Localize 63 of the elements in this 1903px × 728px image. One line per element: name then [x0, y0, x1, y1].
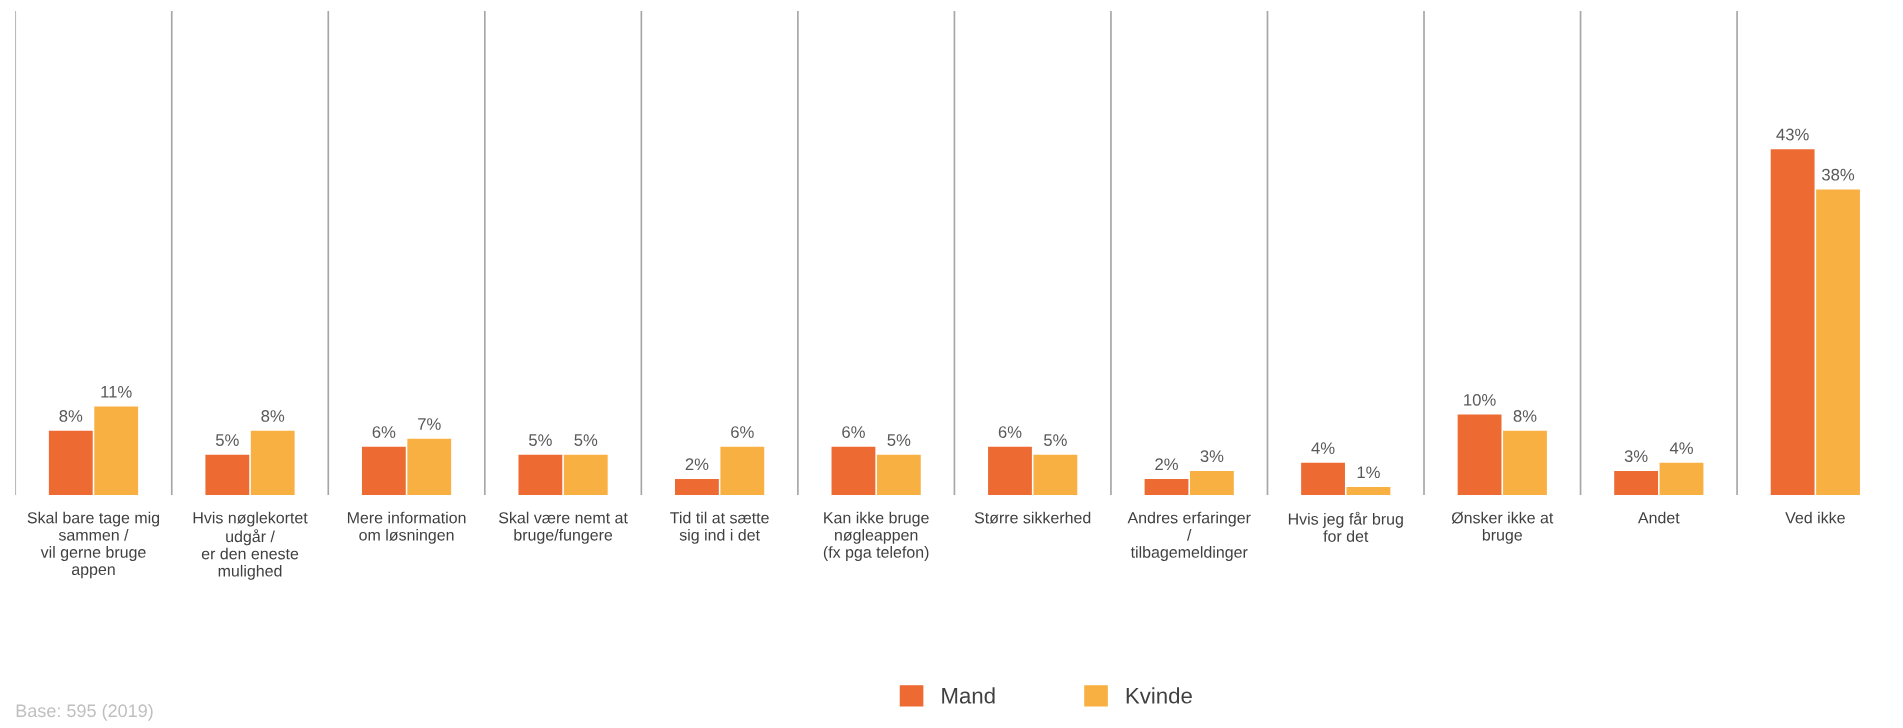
- x-tick-label: Tid til at sætte sig ind i det: [670, 511, 769, 544]
- data-label: 6%: [842, 426, 865, 438]
- data-label: 7%: [418, 418, 441, 430]
- data-label: 3%: [1200, 450, 1224, 463]
- bar: [518, 454, 563, 496]
- x-tick-label: Andres erfaringer / tilbagemeldinger: [1127, 511, 1251, 561]
- data-label: 5%: [1044, 434, 1067, 446]
- bar: [361, 446, 406, 496]
- data-label: 6%: [372, 426, 396, 438]
- bar: [1816, 189, 1860, 496]
- legend-label: Mand: [942, 687, 995, 704]
- bar: [1190, 470, 1234, 496]
- data-label: 4%: [1311, 442, 1335, 454]
- bar: [250, 430, 295, 496]
- data-label: 38%: [1822, 168, 1855, 181]
- bar: [1301, 462, 1345, 496]
- data-label: 4%: [1669, 442, 1693, 454]
- data-label: 2%: [685, 458, 709, 471]
- data-label: 8%: [261, 410, 285, 422]
- x-tick-label: Ønsker ikke at bruge: [1451, 511, 1554, 544]
- x-tick-label: Større sikkerhed: [974, 511, 1091, 524]
- bar: [988, 446, 1032, 496]
- bar: [94, 406, 139, 496]
- data-label: 10%: [1464, 393, 1496, 406]
- x-tick-label: Mere information om løsningen: [347, 511, 466, 544]
- x-tick-label: Andet: [1637, 511, 1680, 524]
- x-tick-label: Kan ikke bruge nøgleappen (fx pga telefon): [823, 511, 929, 561]
- bar: [1457, 414, 1502, 496]
- x-tick-label: Skal bare tage mig sammen / vil gerne bruge appen: [27, 511, 160, 579]
- bar: [563, 454, 608, 496]
- legend-label: Kvinde: [1126, 687, 1192, 704]
- text: Base: 595 (2019): [16, 703, 153, 721]
- data-label: 5%: [574, 434, 598, 446]
- data-label: 5%: [887, 434, 911, 446]
- bar: [1033, 454, 1078, 496]
- bar: [675, 478, 719, 496]
- x-tick-label: Hvis jeg får brug for det: [1288, 511, 1403, 542]
- bar: [876, 454, 921, 496]
- bar: [1659, 462, 1704, 496]
- bar: [1346, 487, 1391, 496]
- bar: [720, 446, 765, 496]
- data-label: 8%: [59, 410, 83, 422]
- bar: [1614, 470, 1659, 496]
- data-label: 1%: [1357, 466, 1380, 479]
- bar: [407, 438, 452, 496]
- data-label: 2%: [1155, 458, 1178, 471]
- data-label: 11%: [101, 386, 132, 398]
- x-tick-label: Hvis nøglekortet udgår / er den eneste mulighed: [193, 511, 308, 580]
- bar: [1770, 149, 1815, 496]
- data-label: 6%: [731, 426, 754, 438]
- bar: [48, 430, 93, 496]
- data-label: 6%: [998, 426, 1022, 438]
- data-label: 43%: [1776, 128, 1809, 141]
- data-label: 3%: [1624, 450, 1648, 463]
- bar: [205, 454, 250, 496]
- bar: [831, 446, 876, 496]
- data-label: 5%: [529, 434, 552, 446]
- x-tick-label: Skal være nemt at bruge/fungere: [499, 511, 628, 544]
- bar: [1144, 478, 1189, 496]
- x-tick-label: Ved ikke: [1785, 511, 1845, 524]
- data-label: 8%: [1513, 410, 1537, 422]
- data-label: 5%: [215, 434, 239, 446]
- bar: [1503, 430, 1547, 496]
